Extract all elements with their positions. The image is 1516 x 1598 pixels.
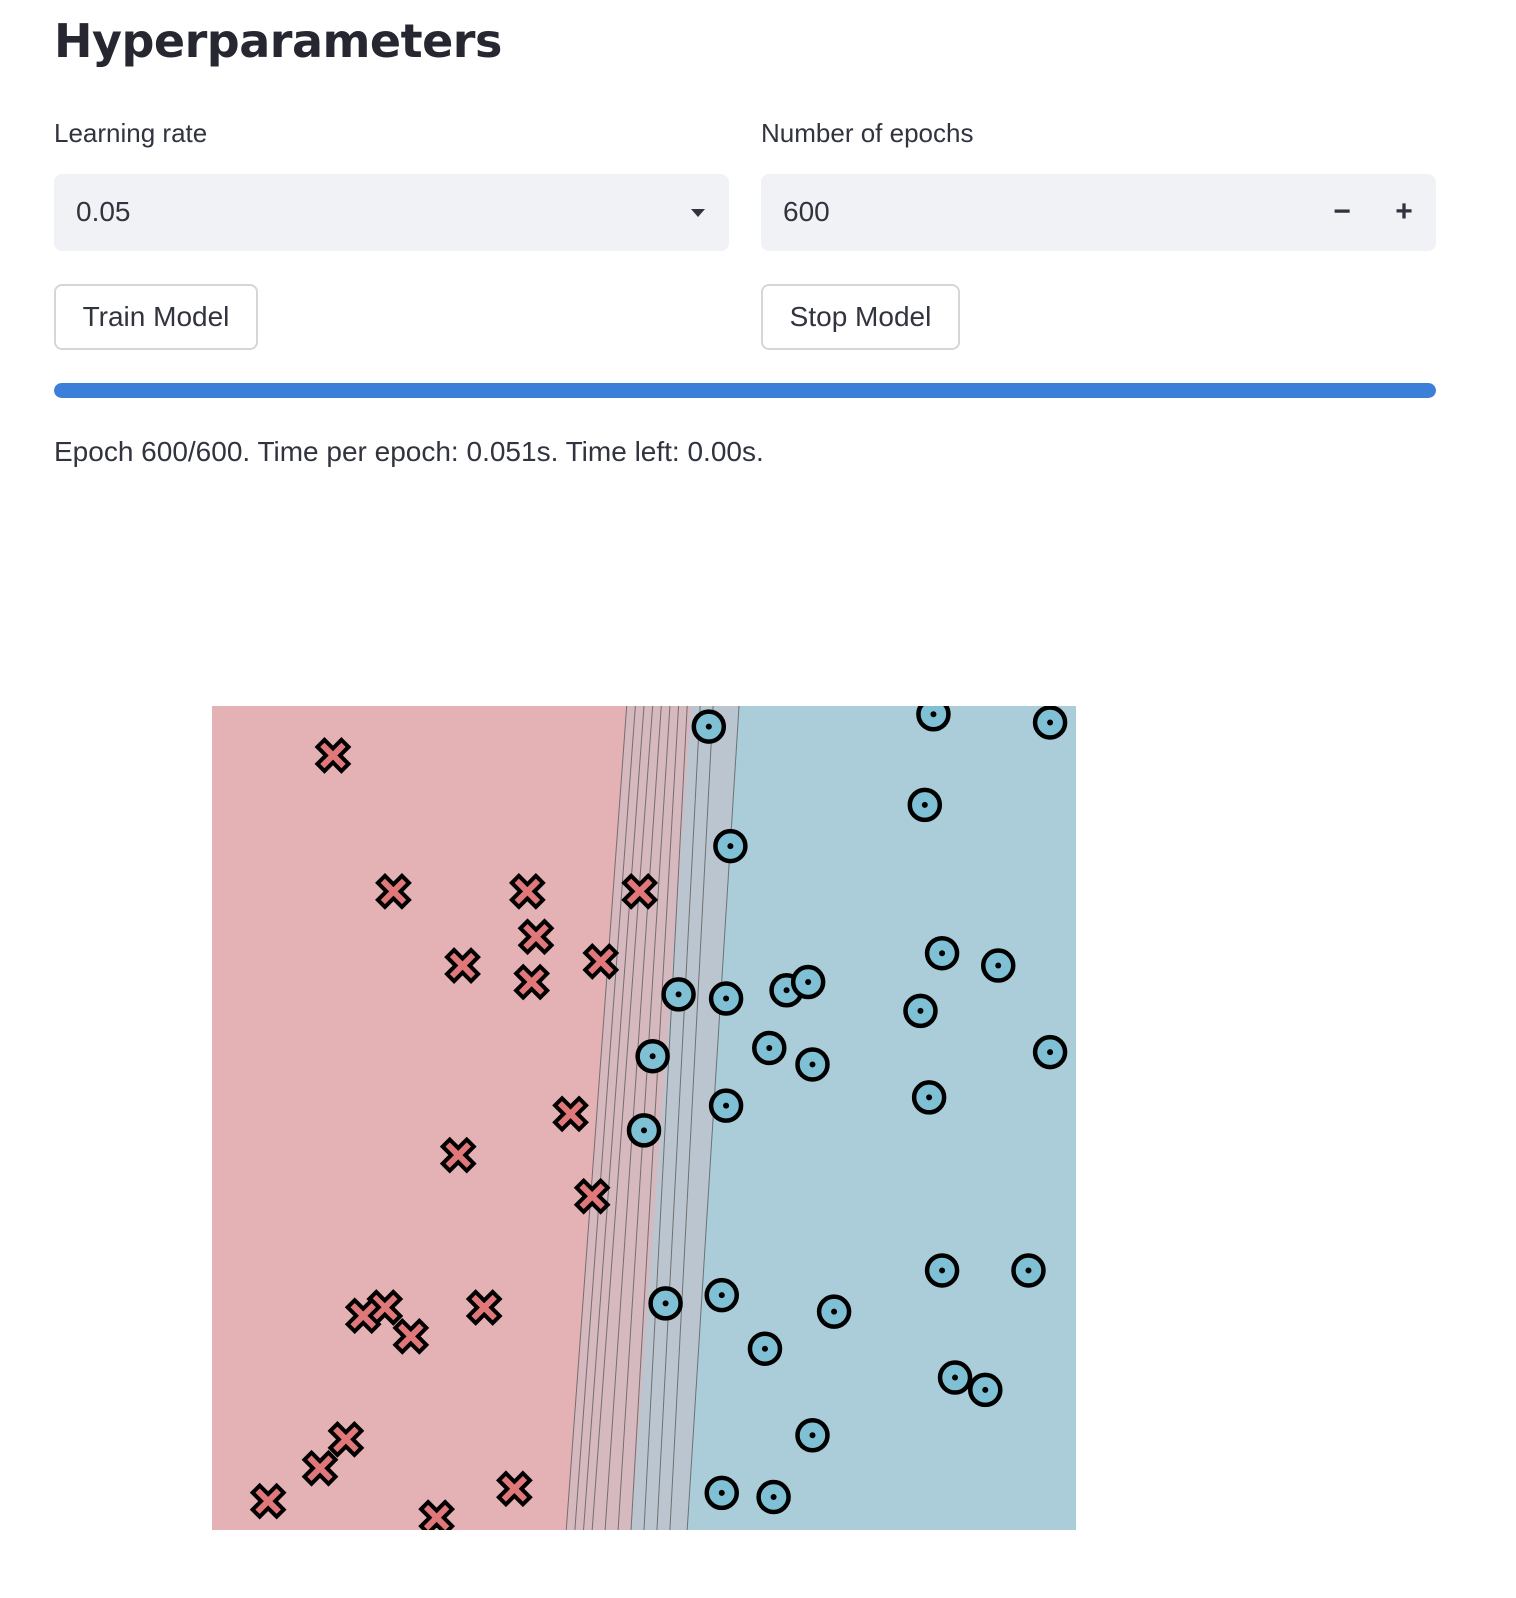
x-marker <box>508 873 546 910</box>
x-marker <box>327 1420 365 1458</box>
progress-bar-fill <box>54 383 1436 398</box>
x-marker <box>375 873 412 910</box>
o-marker-center <box>770 1494 777 1501</box>
o-marker-center <box>805 979 812 986</box>
x-marker-shape <box>327 1420 365 1458</box>
x-marker-shape <box>418 1499 456 1530</box>
train-model-button[interactable]: Train Model <box>54 284 258 350</box>
x-marker <box>444 947 481 984</box>
x-marker-shape <box>392 1317 430 1355</box>
o-marker-center <box>939 1267 946 1274</box>
o-marker-center <box>921 801 928 808</box>
x-marker <box>552 1095 589 1133</box>
decision-contour-line <box>583 706 645 1530</box>
x-marker <box>582 943 620 980</box>
o-marker-center <box>718 1292 725 1299</box>
page-title: Hyperparameters <box>54 14 502 68</box>
o-marker-center <box>761 1345 768 1352</box>
o-marker-center <box>675 991 682 998</box>
x-marker <box>344 1297 382 1335</box>
x-marker <box>392 1317 430 1355</box>
o-marker-center <box>641 1127 647 1134</box>
epochs-label: Number of epochs <box>761 118 974 148</box>
o-marker-center <box>727 843 734 850</box>
x-marker <box>465 1289 503 1326</box>
x-marker-shape <box>439 1136 477 1174</box>
o-marker-center <box>831 1308 838 1315</box>
x-marker-shape <box>249 1482 287 1520</box>
learning-rate-value: 0.05 <box>76 196 131 227</box>
o-marker-center <box>723 1102 730 1109</box>
o-marker-center <box>766 1044 773 1051</box>
x-marker <box>418 1499 456 1530</box>
o-marker-center <box>1047 1049 1054 1056</box>
decrement-button[interactable]: − <box>1333 195 1351 228</box>
progress-bar <box>54 383 1436 398</box>
decision-contour-line <box>565 706 628 1530</box>
increment-button[interactable]: + <box>1395 195 1413 228</box>
x-marker <box>513 963 551 1001</box>
o-marker-center <box>930 711 937 718</box>
o-marker-center <box>662 1300 669 1307</box>
decision-contour-line <box>669 706 714 1530</box>
x-marker-shape <box>465 1289 503 1326</box>
x-marker-shape <box>375 873 412 910</box>
o-marker-center <box>917 1007 924 1014</box>
o-marker-center <box>705 723 712 730</box>
x-marker <box>517 918 555 956</box>
epochs-value[interactable]: 600 <box>783 196 830 227</box>
x-marker <box>621 873 659 910</box>
learning-rate-select[interactable]: 0.05 <box>54 174 729 251</box>
o-marker-center <box>982 1386 989 1393</box>
decision-contour-line <box>656 706 701 1530</box>
x-marker-shape <box>496 1470 533 1508</box>
o-marker <box>916 706 951 732</box>
decision-contour-line <box>574 706 636 1530</box>
x-marker-shape <box>508 873 546 910</box>
o-marker-center <box>1047 719 1054 726</box>
o-marker-center <box>809 1061 816 1068</box>
x-marker <box>301 1449 339 1487</box>
class-x-region <box>212 706 692 1530</box>
x-marker-shape <box>552 1095 589 1133</box>
x-marker <box>314 737 352 774</box>
o-marker-center <box>809 1432 816 1439</box>
x-marker-shape <box>582 943 620 980</box>
status-text: Epoch 600/600. Time per epoch: 0.051s. T… <box>54 436 764 467</box>
x-marker <box>439 1136 477 1174</box>
x-marker-shape <box>621 873 659 910</box>
stop-model-button[interactable]: Stop Model <box>761 284 960 350</box>
x-marker <box>249 1482 287 1520</box>
x-marker-shape <box>444 947 481 984</box>
chevron-down-icon[interactable] <box>691 209 705 217</box>
x-marker <box>496 1470 533 1508</box>
epochs-number-input[interactable]: 600 − + <box>761 174 1436 251</box>
o-marker-center <box>723 995 730 1002</box>
o-marker-center <box>995 962 1002 969</box>
x-marker-shape <box>301 1449 339 1487</box>
x-marker-shape <box>573 1177 611 1215</box>
x-marker-shape <box>344 1297 382 1335</box>
o-marker-center <box>939 950 946 957</box>
learning-rate-label: Learning rate <box>54 118 208 148</box>
o-marker-center <box>1025 1267 1032 1274</box>
o-marker-center <box>926 1094 933 1101</box>
decision-contour-line <box>643 706 688 1530</box>
x-marker-shape <box>314 737 352 774</box>
x-marker-shape <box>513 963 551 1001</box>
o-marker-center <box>718 1489 725 1496</box>
x-marker <box>573 1177 611 1215</box>
o-marker-center <box>952 1374 959 1381</box>
o-marker-center <box>649 1053 656 1060</box>
o-marker-center <box>783 987 790 994</box>
decision-boundary-plot <box>212 706 1076 1530</box>
decision-contour-line <box>591 706 654 1530</box>
x-marker-shape <box>517 918 555 956</box>
